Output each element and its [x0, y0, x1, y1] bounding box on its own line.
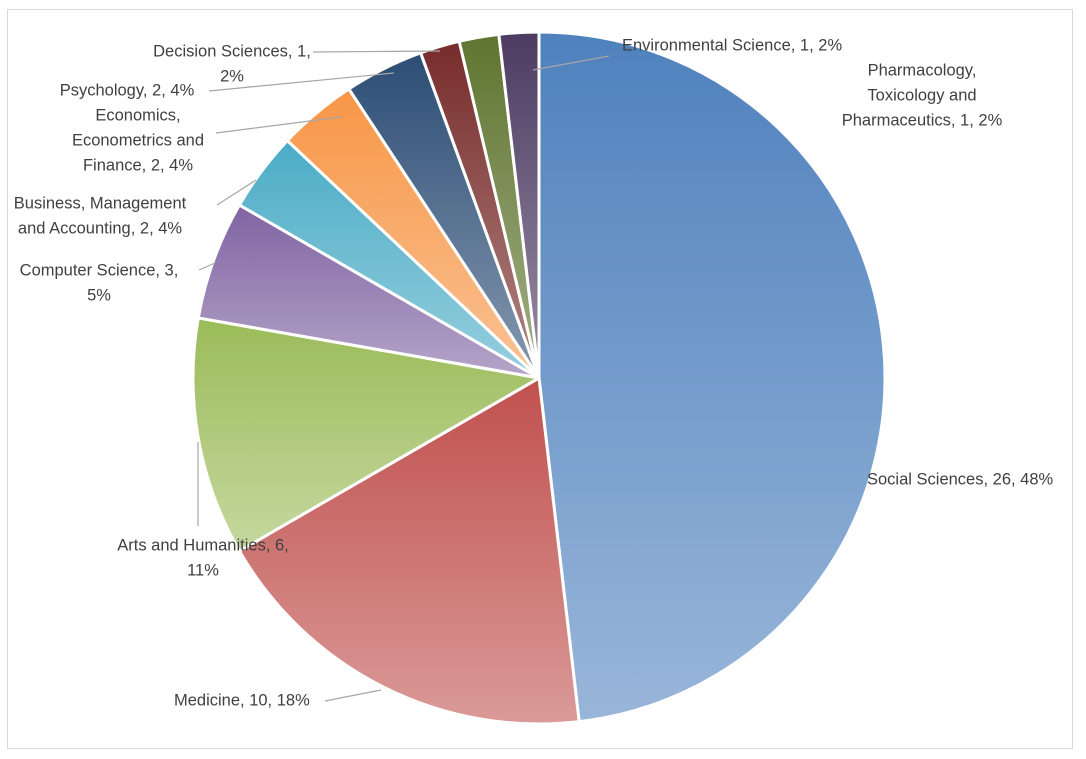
data-label-medicine: Medicine, 10, 18%: [174, 691, 310, 709]
leader-line-economics-econometrics-and-finance: [215, 116, 342, 134]
slice-social-sciences[interactable]: [537, 30, 887, 724]
data-label-arts-and-humanities: Arts and Humanities, 6,: [117, 536, 289, 554]
leader-line-medicine: [324, 689, 382, 702]
data-label-economics-econometrics-and-finance: Econometrics and: [72, 131, 204, 149]
data-labels-layer: Social Sciences, 26, 48% Medicine, 10, 18…: [14, 36, 1054, 709]
data-label-decision-sciences: Decision Sciences, 1,: [153, 42, 311, 60]
data-label-economics-econometrics-and-finance: Finance, 2, 4%: [83, 156, 193, 174]
data-label-arts-and-humanities: 11%: [187, 561, 219, 579]
data-label-pharmacology-toxicology-and-pharmaceutics: Pharmacology,: [868, 61, 977, 79]
slice-pharmacology-toxicology-and-pharmaceutics[interactable]: [497, 30, 541, 380]
data-label-environmental-science: Environmental Science, 1, 2%: [622, 36, 842, 54]
chart-frame: Social Sciences, 26, 48% Medicine, 10, 18…: [7, 9, 1073, 749]
data-label-computer-science: 5%: [87, 286, 111, 304]
data-label-business-management-and-accounting: Business, Management: [14, 194, 187, 212]
slice-arts-and-humanities[interactable]: [191, 316, 541, 553]
leader-line-psychology: [208, 72, 395, 92]
leader-line-environmental-science: [532, 55, 610, 71]
slices-layer: [191, 30, 887, 726]
pie-chart: Social Sciences, 26, 48% Medicine, 10, 18…: [14, 30, 1054, 726]
slice-medicine[interactable]: [237, 376, 581, 726]
data-label-pharmacology-toxicology-and-pharmaceutics: Pharmaceutics, 1, 2%: [842, 111, 1003, 129]
data-label-psychology: Psychology, 2, 4%: [60, 81, 195, 99]
data-label-computer-science: Computer Science, 3,: [20, 261, 179, 279]
leader-line-business-management-and-accounting: [216, 179, 257, 206]
data-label-business-management-and-accounting: and Accounting, 2, 4%: [18, 219, 183, 237]
leader-line-decision-sciences: [312, 50, 441, 53]
leader-lines-layer: [197, 50, 610, 702]
data-label-economics-econometrics-and-finance: Economics,: [95, 106, 180, 124]
leader-line-computer-science: [198, 262, 216, 271]
data-label-pharmacology-toxicology-and-pharmaceutics: Toxicology and: [867, 86, 976, 104]
data-label-decision-sciences: 2%: [220, 67, 244, 85]
data-label-social-sciences: Social Sciences, 26, 48%: [867, 470, 1054, 488]
